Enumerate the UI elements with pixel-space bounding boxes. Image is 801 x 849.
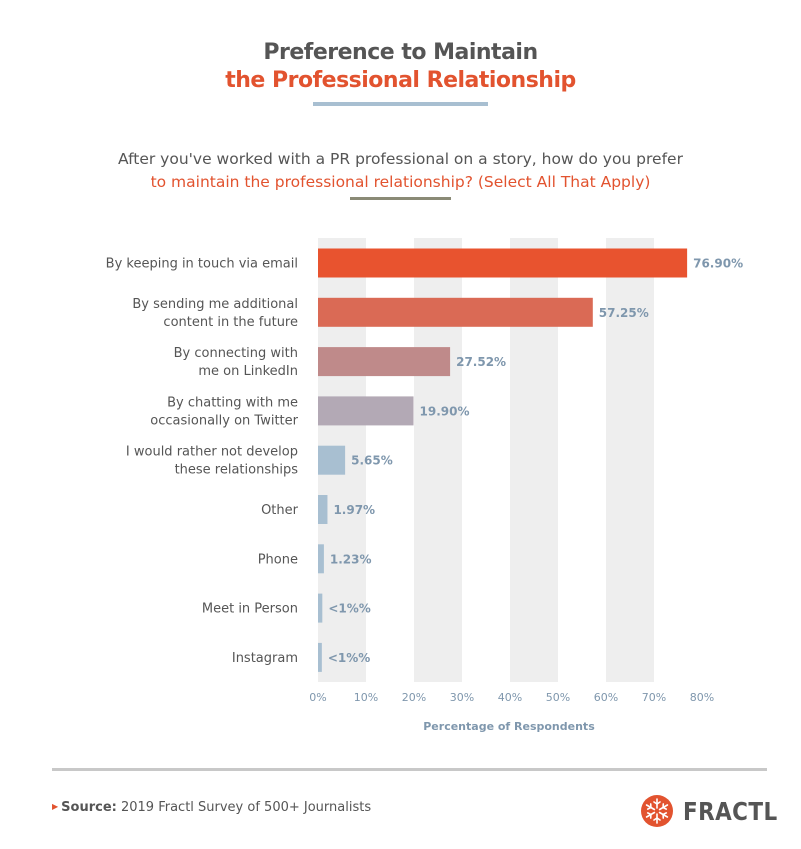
source-arrow-icon: ▶	[52, 802, 59, 811]
bar-value-label: 76.90%	[693, 257, 743, 271]
x-tick-label: 10%	[354, 691, 378, 704]
x-axis-ticks: 0% 10% 20% 30% 40% 50% 60% 70% 80%	[309, 691, 714, 704]
bar-chart: By keeping in touch via email By sending …	[106, 238, 743, 733]
bar-value-label: 1.23%	[330, 552, 372, 566]
bar-value-label: <1%%	[328, 602, 370, 616]
x-axis-label: Percentage of Respondents	[423, 720, 595, 733]
bar-value-label: 1.97%	[333, 503, 375, 517]
question-divider	[350, 197, 451, 200]
bar-value-label: 19.90%	[420, 404, 470, 418]
fractl-logo-icon	[641, 795, 673, 827]
bar-value-label: <1%%	[328, 651, 370, 665]
title-divider	[313, 102, 488, 106]
category-label: I would rather not develop these relation…	[126, 445, 298, 478]
bar-value-label: 27.52%	[456, 355, 506, 369]
x-tick-label: 80%	[690, 691, 714, 704]
category-label: By connecting with me on LinkedIn	[174, 346, 298, 379]
source-label: Source:	[61, 800, 117, 815]
bar	[318, 297, 593, 327]
bar	[318, 593, 323, 623]
category-label: Instagram	[232, 651, 298, 666]
source-note: ▶ Source: 2019 Fractl Survey of 500+ Jour…	[52, 800, 371, 815]
logo-text: FRACTL	[683, 796, 778, 826]
category-labels: By keeping in touch via email By sending …	[106, 257, 299, 666]
category-label: By chatting with me occasionally on Twitt…	[150, 395, 298, 428]
bar	[318, 495, 328, 524]
x-tick-label: 20%	[402, 691, 426, 704]
x-tick-label: 60%	[594, 691, 618, 704]
question-line2: to maintain the professional relationshi…	[150, 173, 651, 191]
bar	[318, 347, 451, 377]
chart-title-line1: Preference to Maintain	[263, 40, 538, 65]
x-tick-label: 30%	[450, 691, 474, 704]
category-label: By keeping in touch via email	[106, 257, 298, 272]
x-tick-label: 70%	[642, 691, 666, 704]
bar	[318, 248, 688, 278]
bars	[318, 248, 688, 672]
bar-value-label: 5.65%	[351, 454, 393, 468]
bar	[318, 445, 346, 475]
x-tick-label: 50%	[546, 691, 570, 704]
x-tick-label: 40%	[498, 691, 522, 704]
value-labels: 76.90% 57.25% 27.52% 19.90% 5.65% 1.97% 1.23% <…	[328, 257, 743, 665]
source-text: 2019 Fractl Survey of 500+ Journalists	[120, 800, 372, 815]
grid-band	[606, 238, 654, 682]
x-tick-label: 0%	[309, 691, 326, 704]
chart-title-line2: the Professional Relationship	[225, 68, 576, 93]
bar	[318, 396, 414, 426]
category-label: Other	[261, 503, 299, 518]
question-line1: After you've worked with a PR profession…	[118, 150, 683, 168]
bar-value-label: 57.25%	[599, 306, 649, 320]
footer-divider	[52, 768, 767, 771]
bar	[318, 544, 324, 574]
category-label: By sending me additional content in the f…	[132, 297, 298, 330]
fractl-logo: FRACTL	[640, 794, 793, 828]
category-label: Meet in Person	[202, 602, 298, 617]
category-label: Phone	[258, 552, 298, 567]
bar	[318, 642, 322, 672]
